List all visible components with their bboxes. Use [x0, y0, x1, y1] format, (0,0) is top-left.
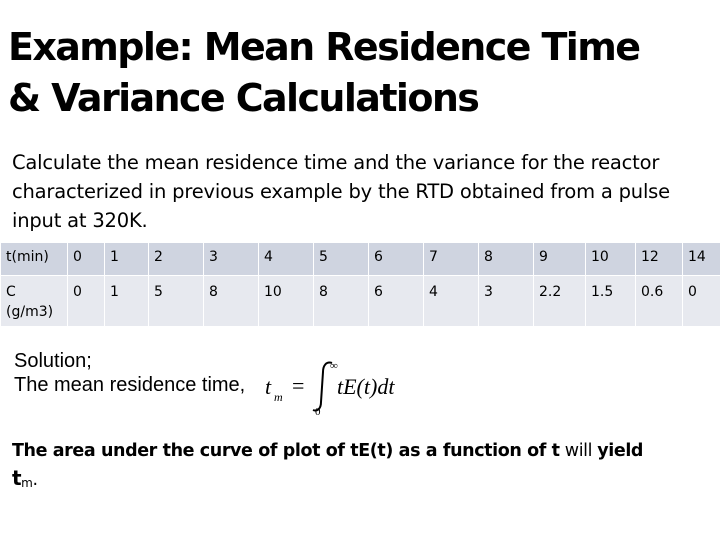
- conclusion-part-3: will: [559, 441, 598, 461]
- table-cell: 2: [148, 242, 204, 276]
- solution-heading: Solution;: [14, 350, 92, 372]
- table-cell: 1.5: [585, 275, 636, 327]
- table-cell: 7: [423, 242, 479, 276]
- conclusion-part-1: The area under the curve of plot of t: [12, 441, 359, 461]
- table-cell: 4: [423, 275, 479, 327]
- integral-upper-limit: ∞: [330, 360, 338, 372]
- title-line-1: Example: Mean Residence Time: [8, 25, 641, 69]
- table-cell: 12: [635, 242, 683, 276]
- conclusion-text: The area under the curve of plot of tE(t…: [12, 438, 717, 497]
- conclusion-period: .: [32, 470, 38, 490]
- table-cell: 3: [478, 275, 534, 327]
- table-cell: 3: [203, 242, 259, 276]
- table-cell: 5: [148, 275, 204, 327]
- table-row-concentration: C (g/m3) 0 1 5 8 10 8 6 4 3 2.2 1.5 0.6 …: [0, 275, 720, 327]
- table-cell: 5: [313, 242, 369, 276]
- integral-sign: [312, 361, 333, 412]
- rtd-data-table: t(min) 0 1 2 3 4 5 6 7 8 9 10 12 14 C (g…: [0, 242, 720, 327]
- table-cell: 0: [67, 242, 105, 276]
- table-cell: 6: [368, 242, 424, 276]
- table-cell: 0: [67, 275, 105, 327]
- table-row-time: t(min) 0 1 2 3 4 5 6 7 8 9 10 12 14: [0, 242, 720, 276]
- integral-lower-limit: 0: [315, 406, 321, 418]
- formula-equals: =: [292, 373, 304, 398]
- slide-title: Example: Mean Residence Time & Variance …: [8, 22, 720, 124]
- conclusion-tm-sub: m: [21, 476, 33, 490]
- table-cell: 10: [258, 275, 314, 327]
- table-cell: 8: [203, 275, 259, 327]
- formula-integrand: tE(t)dt: [337, 374, 395, 399]
- table-cell: 10: [585, 242, 636, 276]
- conclusion-part-4: yield: [597, 441, 644, 461]
- table-cell: 0: [682, 275, 720, 327]
- table-cell: 1: [104, 242, 149, 276]
- table-cell: 8: [313, 275, 369, 327]
- solution-mean-residence: The mean residence time,: [14, 374, 246, 396]
- table-cell: 6: [368, 275, 424, 327]
- formula-lhs-var: t: [265, 374, 272, 399]
- title-line-2: & Variance Calculations: [8, 76, 480, 120]
- formula-lhs-sub: m: [274, 390, 283, 404]
- table-cell: 9: [533, 242, 586, 276]
- solution-text: Solution; The mean residence time,: [14, 349, 245, 397]
- row-header-time: t(min): [0, 242, 68, 276]
- problem-statement: Calculate the mean residence time and th…: [12, 151, 670, 232]
- mean-residence-time-formula: t m = ∞ 0 tE(t)dt: [265, 360, 395, 418]
- conclusion-tm-var: t: [12, 466, 22, 490]
- conclusion-part-2: E(t) as a function of t: [358, 441, 560, 461]
- table-cell: 2.2: [533, 275, 586, 327]
- table-cell: 4: [258, 242, 314, 276]
- table-cell: 14: [682, 242, 720, 276]
- table-cell: 1: [104, 275, 149, 327]
- table-cell: 8: [478, 242, 534, 276]
- table-cell: 0.6: [635, 275, 683, 327]
- row-header-concentration: C (g/m3): [0, 275, 68, 327]
